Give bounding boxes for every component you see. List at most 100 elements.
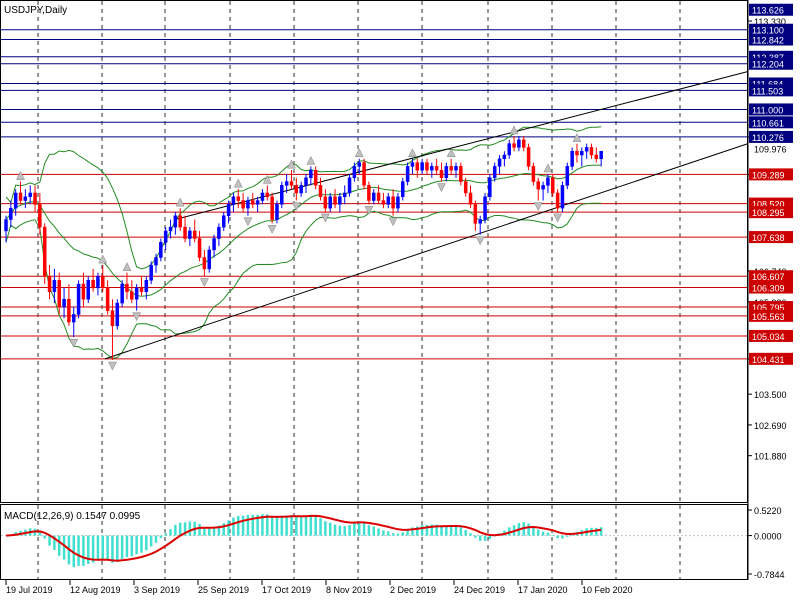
candle-bear xyxy=(459,166,463,182)
fractal-down xyxy=(108,361,117,371)
candle-bull xyxy=(86,280,91,300)
candle-bull xyxy=(541,185,545,190)
candle-bull xyxy=(502,154,507,160)
candle-bear xyxy=(265,192,270,198)
candle-bear xyxy=(594,154,599,160)
fractal-up xyxy=(175,197,185,207)
trend-channel xyxy=(104,70,749,360)
price-label-box xyxy=(749,23,793,36)
price-label-text: 108.520 xyxy=(752,200,785,210)
candle-bull xyxy=(149,264,153,281)
price-label-text: 110.276 xyxy=(752,133,784,143)
candle-bear xyxy=(139,287,144,292)
fractal-down xyxy=(320,213,330,223)
candle-bull xyxy=(352,166,357,179)
current-price-label: 109.976 xyxy=(754,144,787,154)
fractal-down xyxy=(69,338,79,348)
fractal-up xyxy=(262,174,272,184)
candle-bull xyxy=(420,162,424,171)
candle-bull xyxy=(410,162,415,167)
fractal-down xyxy=(267,225,277,234)
channel-line-upper xyxy=(174,70,749,221)
candle-bear xyxy=(178,215,182,228)
price-tick-label: 103.500 xyxy=(754,390,787,400)
candle-bear xyxy=(362,162,366,186)
candle-bull xyxy=(9,207,13,220)
candle-bull xyxy=(444,166,449,179)
price-label-box xyxy=(749,206,793,219)
candle-bear xyxy=(463,181,468,194)
macd-signal-line xyxy=(5,514,602,562)
candle-bear xyxy=(391,196,395,209)
candle-bull xyxy=(497,158,502,167)
price-label-box xyxy=(749,231,793,244)
candle-bear xyxy=(531,166,536,182)
time-tick-label: 19 Jul 2019 xyxy=(6,585,53,595)
candle-bear xyxy=(251,200,255,205)
macd-label: MACD(12,26,9) 0.1547 0.0995 xyxy=(4,511,141,522)
time-tick-label: 2 Dec 2019 xyxy=(390,585,436,595)
price-label-text: 108.295 xyxy=(752,208,785,218)
candle-bear xyxy=(289,181,294,186)
candle-bull xyxy=(62,299,66,308)
fractal-down xyxy=(553,213,563,223)
candle-bear xyxy=(376,192,381,201)
candle-bull xyxy=(580,150,584,156)
candle-bull xyxy=(338,196,342,205)
fractal-down xyxy=(475,236,485,246)
candle-bear xyxy=(294,185,299,194)
candle-bull xyxy=(255,200,260,205)
candle-bear xyxy=(125,283,129,292)
candle-bear xyxy=(521,139,526,148)
fractal-down xyxy=(132,312,142,322)
candle-bull xyxy=(517,139,521,148)
price-label-text: 112.204 xyxy=(752,60,784,70)
fractal-up xyxy=(572,133,582,142)
price-label-text: 113.626 xyxy=(752,6,784,16)
price-label-text: 105.563 xyxy=(752,312,785,322)
band-middle xyxy=(5,164,602,297)
candle-bull xyxy=(260,192,265,201)
candle-bull xyxy=(560,185,565,209)
candle-bull xyxy=(492,166,497,179)
candle-bull xyxy=(96,276,100,289)
fractal-down xyxy=(437,183,446,193)
candle-bear xyxy=(449,166,453,171)
candle-bull xyxy=(309,169,313,179)
candle-bear xyxy=(101,276,105,289)
price-label-box xyxy=(749,130,793,143)
candle-bear xyxy=(33,192,37,205)
candle-bull xyxy=(207,249,211,270)
candle-bear xyxy=(192,230,197,239)
candle-bear xyxy=(318,185,323,198)
candle-bull xyxy=(52,280,57,292)
price-label-box xyxy=(749,270,793,283)
candle-bear xyxy=(381,200,386,205)
candle-bull xyxy=(328,196,332,209)
price-label-text: 113.100 xyxy=(752,26,784,36)
price-tick-label: 102.690 xyxy=(754,421,787,431)
fractal-up xyxy=(233,178,243,188)
candle-bull xyxy=(13,192,18,209)
candle-bear xyxy=(236,196,241,201)
fractal-down xyxy=(364,206,374,215)
candle-bear xyxy=(81,283,86,300)
candle-bear xyxy=(110,310,115,327)
fractal-down xyxy=(533,202,543,212)
fractal-up xyxy=(287,159,296,169)
macd-tick-label: 0.5220 xyxy=(754,506,782,516)
price-label-text: 109.289 xyxy=(752,170,785,180)
time-tick-label: 25 Sep 2019 xyxy=(198,585,249,595)
macd-indicator xyxy=(1,514,747,568)
candle-bear xyxy=(202,257,207,270)
candle-bull xyxy=(396,196,400,209)
candle-bull xyxy=(280,185,284,205)
candle-bull xyxy=(357,162,361,167)
fractal-down xyxy=(199,278,209,288)
candle-bull xyxy=(115,302,120,327)
candle-bear xyxy=(241,200,245,209)
candle-bear xyxy=(57,280,61,308)
candle-bear xyxy=(323,196,328,209)
